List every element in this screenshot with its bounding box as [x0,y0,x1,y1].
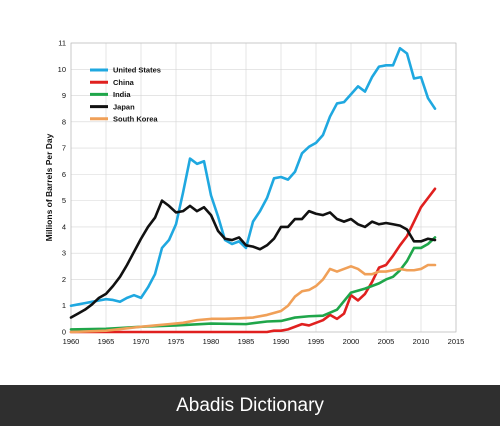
axes: 0 1 2 3 4 5 6 7 8 9 10 11 1960 1965 1970 1975 1980 1985 19… [58,39,465,347]
x-tick-label: 1985 [238,337,255,346]
x-tick-label: 1970 [133,337,150,346]
x-tick-label: 2015 [448,337,465,346]
y-tick-label: 1 [62,301,66,310]
footer-bar: Abadis Dictionary [0,385,500,426]
legend-label: Japan [113,102,135,111]
x-tick-label: 2010 [413,337,430,346]
y-tick-label: 3 [62,249,66,258]
footer-title: Abadis Dictionary [176,394,324,416]
y-tick-label: 9 [62,91,66,100]
x-tick-label: 1960 [63,337,80,346]
line-chart: 0 1 2 3 4 5 6 7 8 9 10 11 1960 1965 1970 1975 1980 1985 19… [44,39,465,347]
legend-label: China [113,78,135,87]
series-line-united-states [69,46,437,308]
series-line-china [69,187,437,334]
y-tick-label: 0 [62,328,66,337]
y-tick-label: 7 [62,144,66,153]
y-tick-label: 11 [58,39,66,48]
legend-label: India [113,90,131,99]
x-tick-label: 1990 [273,337,290,346]
legend-label: United States [113,66,161,75]
legend-label: South Korea [113,115,158,124]
y-tick-label: 5 [62,196,66,205]
series-line-india [69,236,437,331]
x-tick-label: 1995 [308,337,325,346]
x-tick-label: 1975 [168,337,185,346]
y-tick-label: 8 [62,117,66,126]
y-tick-label: 4 [62,222,66,231]
y-tick-label: 10 [58,65,66,74]
series-line-south-korea [69,263,437,334]
series-line-japan [69,199,437,319]
y-axis-label: Millions of Barrels Per Day [44,133,54,241]
x-tick-label: 1980 [203,337,220,346]
legend: United States China India Japan South Korea [90,66,161,124]
series-lines [69,46,437,334]
y-tick-label: 6 [62,170,66,179]
x-tick-label: 1965 [98,337,115,346]
x-tick-label: 2000 [343,337,360,346]
y-tick-label: 2 [62,275,66,284]
x-tick-label: 2005 [378,337,395,346]
